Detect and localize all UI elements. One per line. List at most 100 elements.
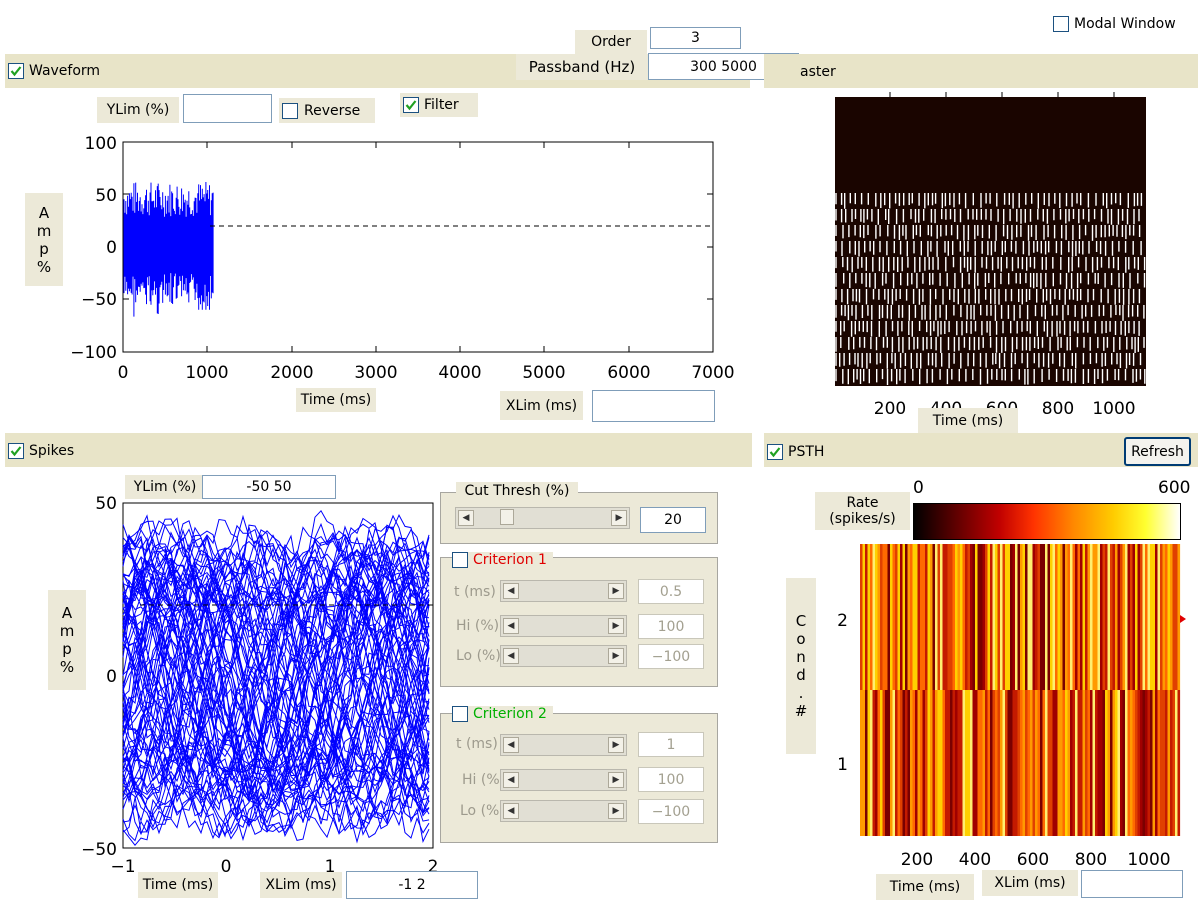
waveform-toggle[interactable]: Waveform [8,63,100,79]
spike-trace [122,589,430,774]
psth-bin [1050,690,1053,836]
psth-bin [950,544,953,690]
slider-left-arrow-icon[interactable]: ◀ [503,583,519,599]
psth-bin [1030,544,1033,690]
filter-checkbox[interactable] [403,97,419,113]
psth-bin [1027,544,1031,690]
reverse-checkbox[interactable] [282,102,298,119]
psth-bin [1177,690,1181,836]
criterion2-lo-slider[interactable]: ◀ ▶ [500,800,627,822]
spike-trace [122,560,430,803]
psth-bin [1102,544,1106,690]
slider-thumb[interactable] [500,509,514,525]
waveform-xtick: 2000 [270,363,313,383]
psth-bin [905,690,908,836]
spike-trace [122,513,430,841]
psth-bin [947,544,951,690]
criterion2-hi-input[interactable]: 100 [638,767,704,792]
psth-bin [1152,544,1156,690]
criterion1-toggle[interactable]: Criterion 1 [452,552,553,568]
psth-bin [1080,544,1083,690]
criterion2-t-input[interactable]: 1 [638,732,704,757]
slider-right-arrow-icon[interactable]: ▶ [608,772,624,788]
criterion2-hi-slider[interactable]: ◀ ▶ [500,769,627,791]
modal-window-checkbox[interactable] [1053,16,1069,32]
slider-left-arrow-icon[interactable]: ◀ [503,648,519,664]
reverse-toggle[interactable]: Reverse [279,98,375,123]
spikes-toggle[interactable]: Spikes [8,443,74,459]
psth-bin [922,690,926,836]
waveform-ytick: 100 [85,134,117,154]
slider-right-arrow-icon[interactable]: ▶ [611,510,627,526]
criterion1-t-slider[interactable]: ◀ ▶ [500,580,627,602]
psth-bin [1162,690,1166,836]
refresh-button[interactable]: Refresh [1124,437,1191,466]
psth-bin [1100,544,1103,690]
criterion1-lo-slider[interactable]: ◀ ▶ [500,645,627,667]
psth-bin [1002,544,1006,690]
psth-bin [1030,690,1033,836]
psth-bin [1045,544,1048,690]
waveform-xlim-input[interactable] [592,390,715,422]
criterion1-hi-label: Hi (%) [456,618,500,634]
spikes-ytick: 0 [106,667,117,687]
spike-trace [122,514,430,844]
waveform-ylim-input[interactable] [183,94,272,123]
waveform-checkbox[interactable] [8,63,24,79]
criterion1-checkbox[interactable] [452,552,468,568]
criterion2-toggle[interactable]: Criterion 2 [452,706,553,722]
psth-bin [970,690,973,836]
spikes-checkbox[interactable] [8,443,24,459]
psth-bin [1072,544,1076,690]
slider-left-arrow-icon[interactable]: ◀ [503,772,519,788]
slider-right-arrow-icon[interactable]: ▶ [608,648,624,664]
psth-bin [1007,544,1011,690]
psth-bin [885,544,888,690]
psth-checkbox[interactable] [767,444,783,460]
cut-thresh-input[interactable]: 20 [640,507,706,533]
criterion1-lo-input[interactable]: −100 [638,644,704,669]
psth-bin [1055,544,1058,690]
waveform-ylim-label: YLim (%) [97,97,179,123]
criterion2-lo-input[interactable]: −100 [638,799,704,824]
psth-bin [867,690,871,836]
slider-left-arrow-icon[interactable]: ◀ [458,510,474,526]
order-input[interactable]: 3 [650,27,741,49]
criterion2-t-slider[interactable]: ◀ ▶ [500,734,627,756]
psth-bin [927,690,931,836]
psth-bin [1070,690,1073,836]
psth-bin [1110,690,1113,836]
criterion1-hi-input[interactable]: 100 [638,614,704,639]
psth-bin [1017,544,1021,690]
psth-toggle[interactable]: PSTH [767,444,824,460]
slider-left-arrow-icon[interactable]: ◀ [503,737,519,753]
slider-right-arrow-icon[interactable]: ▶ [608,583,624,599]
slider-right-arrow-icon[interactable]: ▶ [608,803,624,819]
colorbar-min: 0 [913,478,924,498]
criterion1-hi-slider[interactable]: ◀ ▶ [500,615,627,637]
psth-bin [870,690,873,836]
psth-xlim-input[interactable] [1081,870,1183,898]
slider-left-arrow-icon[interactable]: ◀ [503,803,519,819]
psth-bin [1062,544,1066,690]
criterion2-checkbox[interactable] [452,706,468,722]
cut-thresh-slider[interactable]: ◀ ▶ [455,507,630,529]
psth-xlim-label: XLim (ms) [982,870,1078,896]
spikes-ylim-input[interactable]: -50 50 [202,475,336,499]
filter-toggle[interactable]: Filter [400,93,478,117]
psth-bin [1037,544,1041,690]
waveform-trace-path [123,182,214,317]
psth-bin [960,544,963,690]
slider-right-arrow-icon[interactable]: ▶ [608,737,624,753]
slider-left-arrow-icon[interactable]: ◀ [503,618,519,634]
criterion1-t-input[interactable]: 0.5 [638,579,704,604]
spikes-xlim-input[interactable]: -1 2 [346,871,478,899]
psth-bin [880,544,883,690]
slider-right-arrow-icon[interactable]: ▶ [608,618,624,634]
criterion1-title: Criterion 1 [473,552,547,568]
modal-window-toggle[interactable]: Modal Window [1053,16,1176,32]
psth-bin [935,690,938,836]
waveform-label: Waveform [29,63,101,79]
psth-bin [927,544,931,690]
psth-bin [990,690,993,836]
